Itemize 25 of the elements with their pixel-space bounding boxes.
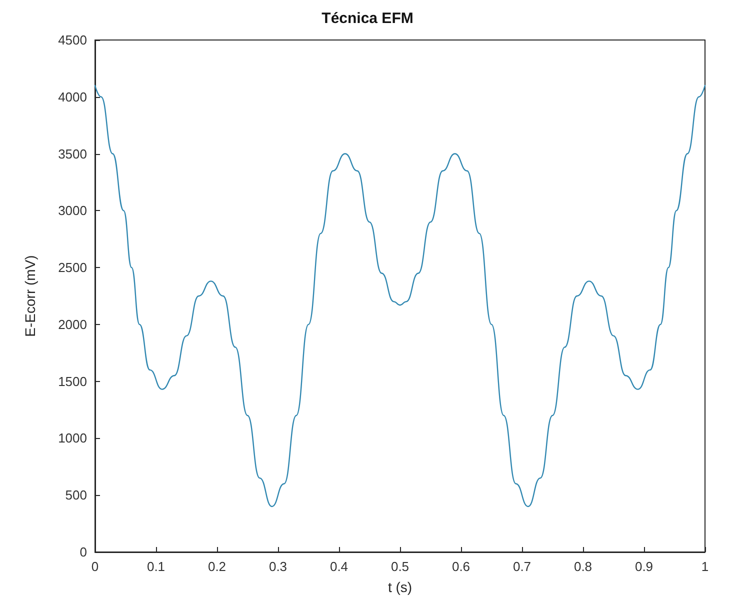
x-axis-title: t (s) [388,579,412,595]
x-tick-label: 0.1 [146,559,166,574]
chart-title: Técnica EFM [322,10,414,27]
y-axis-title: E-Ecorr (mV) [22,255,38,337]
x-tick-label: 0.5 [390,559,410,574]
y-tick-label: 1500 [58,374,87,389]
x-tick-label: 1 [701,559,709,574]
y-tick-label: 0 [80,544,87,560]
x-tick-label: 0.8 [574,559,592,574]
y-tick-label: 2500 [58,260,87,276]
x-tick-label: 0.7 [512,559,532,574]
x-tick-label: 0.6 [452,559,470,574]
x-tick-label: 0.3 [268,559,288,574]
x-tick-label: 0.2 [208,559,226,574]
y-tick-label: 1000 [58,430,87,446]
y-tick-label: 500 [65,488,87,503]
y-tick-label: 2000 [58,316,87,332]
x-tick-label: 0 [91,559,99,574]
line-series [94,84,706,508]
y-tick-label: 4500 [58,32,87,48]
y-tick-label: 4000 [58,89,87,104]
y-tick-label: 3000 [58,203,87,218]
x-tick-label: 0.9 [634,559,654,574]
y-tick-label: 3500 [58,146,87,162]
x-tick-label: 0.4 [330,559,348,574]
